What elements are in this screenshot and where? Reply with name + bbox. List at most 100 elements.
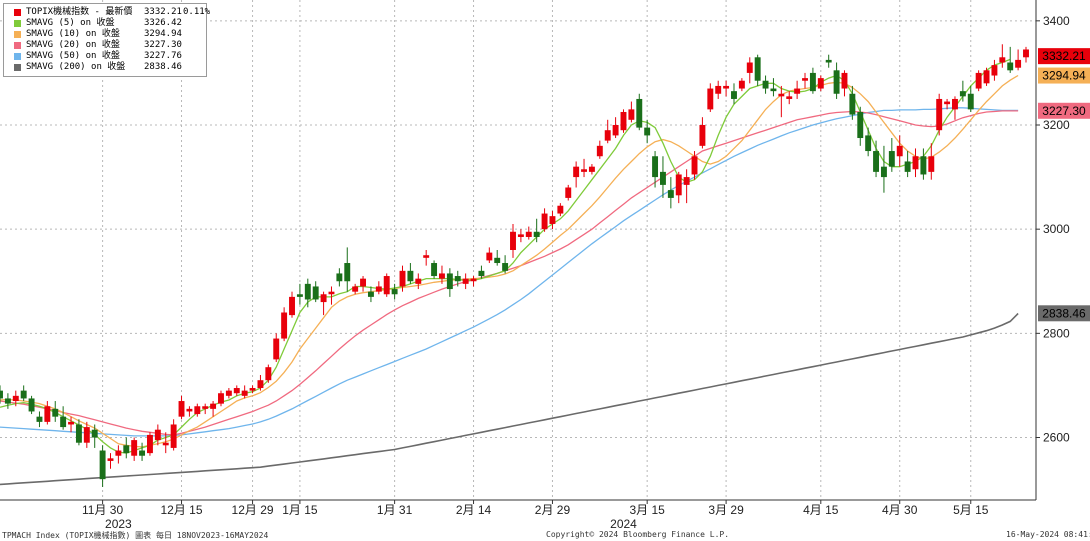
candle-body — [265, 367, 272, 381]
sma200-line — [0, 312, 1019, 486]
x-tick-label: 3月 15 — [629, 503, 665, 517]
candle-body — [888, 151, 895, 167]
candle-body — [738, 80, 745, 89]
candle-body — [391, 289, 398, 295]
candle-body — [241, 390, 248, 396]
candle-body — [667, 190, 674, 198]
candle-body — [628, 109, 635, 120]
candle-body — [470, 278, 477, 282]
candle-body — [1007, 62, 1014, 71]
candle-body — [707, 88, 714, 110]
candle-body — [4, 398, 11, 404]
candle-body — [360, 278, 367, 287]
candle-body — [210, 403, 217, 409]
candle-body — [431, 263, 438, 277]
candle-body — [849, 93, 856, 115]
footer-copyright: Copyright© 2024 Bloomberg Finance L.P. — [546, 530, 730, 539]
last-value-label: 3227.30 — [1042, 104, 1086, 118]
candle-body — [904, 161, 911, 172]
candle-body — [959, 91, 966, 97]
candle-body — [936, 98, 943, 131]
candle-body — [83, 427, 90, 443]
candle-body — [462, 278, 469, 284]
candle-body — [99, 450, 106, 480]
legend-swatch-price — [14, 9, 21, 16]
y-tick-label: 3400 — [1043, 14, 1070, 28]
candle-body — [517, 234, 524, 237]
candle-body — [588, 166, 595, 172]
last-value-label: 3294.94 — [1042, 69, 1086, 83]
x-tick-label: 12月 29 — [232, 503, 274, 517]
candle-body — [178, 401, 185, 417]
candle-body — [896, 145, 903, 157]
candle-body — [320, 294, 327, 303]
candle-body — [502, 263, 509, 271]
candle-body — [289, 296, 295, 316]
candle-body — [1023, 49, 1029, 58]
candle-body — [691, 156, 698, 175]
candle-body — [75, 424, 82, 443]
candle-body — [281, 312, 288, 339]
y-tick-label: 2800 — [1043, 326, 1070, 340]
candle-body — [194, 406, 201, 415]
candle-body — [573, 166, 580, 178]
candle-body — [202, 406, 209, 409]
candle-body — [352, 286, 359, 292]
candle-body — [478, 270, 485, 277]
candle-body — [423, 255, 430, 258]
candle-body — [596, 145, 603, 157]
legend-value: 3227.76 — [144, 51, 182, 61]
candle-body — [115, 450, 122, 456]
x-tick-label: 1月 15 — [282, 503, 318, 517]
legend-swatch-sma20 — [14, 42, 21, 49]
candle-body — [44, 406, 51, 422]
last-value-label: 3332.21 — [1042, 49, 1086, 63]
candle-body — [967, 93, 974, 110]
year-label: 2024 — [610, 517, 637, 531]
y-tick-label: 3000 — [1043, 222, 1070, 236]
footer-timestamp: 16-May-2024 08:41:21 — [1006, 530, 1090, 539]
candle-body — [873, 151, 880, 172]
candle-body — [52, 408, 59, 417]
candle-body — [525, 231, 532, 237]
candle-body — [446, 273, 453, 290]
candle-body — [802, 78, 808, 81]
year-label: 2023 — [105, 517, 132, 531]
candle-body — [683, 177, 690, 185]
candle-body — [778, 93, 785, 97]
candle-body — [12, 395, 19, 402]
legend-label: SMAVG (10) on 收盤 — [26, 29, 120, 39]
legend-value: 3294.94 — [144, 29, 182, 39]
x-tick-label: 3月 29 — [708, 503, 744, 517]
last-value-tag — [1038, 48, 1090, 65]
x-tick-label: 4月 15 — [803, 503, 839, 517]
candle-body — [541, 213, 548, 230]
candle-body — [699, 125, 706, 146]
candle-body — [857, 111, 864, 139]
candle-body — [620, 111, 627, 131]
legend-label: SMAVG (200) on 收盤 — [26, 62, 126, 72]
candle-body — [581, 169, 587, 172]
x-tick-label: 12月 15 — [161, 503, 203, 517]
candle-body — [549, 216, 556, 224]
candle-body — [999, 57, 1006, 63]
candle-body — [36, 416, 43, 422]
candle-body — [944, 101, 951, 105]
legend-label: SMAVG (20) on 收盤 — [26, 40, 120, 50]
legend-swatch-sma50 — [14, 53, 21, 60]
candle-body — [186, 408, 193, 412]
candle-body — [762, 80, 769, 89]
legend-value: 3332.21 — [144, 7, 182, 17]
candle-body — [494, 257, 501, 264]
candle-body — [557, 205, 564, 214]
candle-body — [20, 390, 27, 399]
candle-body — [817, 78, 824, 89]
candle-body — [0, 390, 3, 399]
candle-body — [770, 88, 777, 92]
candle-body — [296, 294, 303, 297]
last-value-tag — [1038, 67, 1090, 84]
candle-body — [565, 187, 572, 198]
candle-body — [825, 59, 832, 63]
legend-change: 0.11% — [183, 7, 211, 17]
